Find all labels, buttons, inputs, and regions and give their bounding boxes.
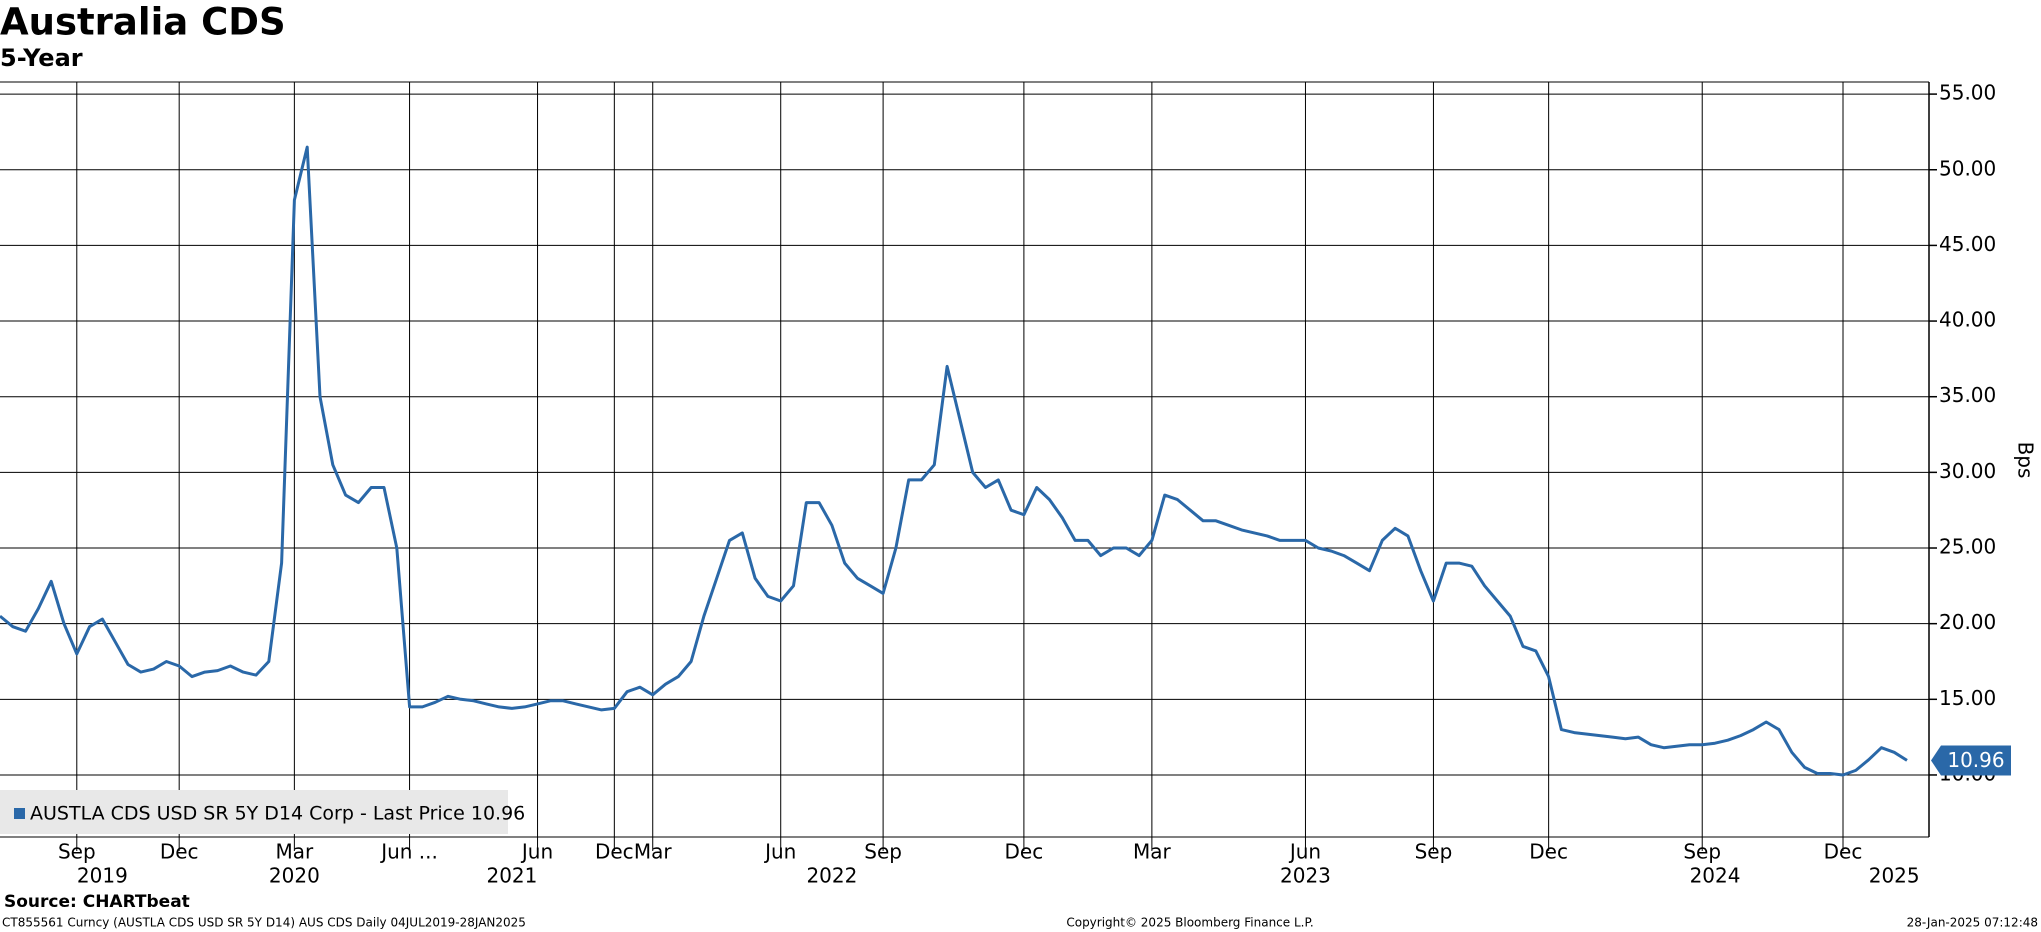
legend-swatch [14,808,25,819]
footer-left: CT855561 Curncy (AUSTLA CDS USD SR 5Y D1… [2,916,526,930]
y-tick-label: 30.00 [1939,459,1996,483]
x-tick-label: Dec [1529,840,1568,864]
x-year-label: 2021 [486,864,537,888]
footer-right: 28-Jan-2025 07:12:48 [1907,916,2038,930]
x-year-label: 2022 [806,864,857,888]
x-tick-label: Jun [520,840,553,864]
x-tick-label: Mar [276,840,315,864]
x-year-label: 2023 [1280,864,1331,888]
y-tick-label: 15.00 [1939,686,1996,710]
x-tick-label: Sep [58,840,96,864]
series-line [0,145,1908,777]
y-tick-label: 45.00 [1939,232,1996,256]
legend-box [0,790,508,834]
legend-label: AUSTLA CDS USD SR 5Y D14 Corp - Last Pri… [30,803,525,825]
y-tick-label: 35.00 [1939,383,1996,407]
chart-subtitle: 5-Year [0,44,83,72]
x-tick-label: Jun [1288,840,1321,864]
x-tick-label: Dec [1005,840,1044,864]
x-tick-label: Jun [763,840,796,864]
x-year-label: 2020 [269,864,320,888]
footer-center: Copyright© 2025 Bloomberg Finance L.P. [1066,916,1313,930]
y-axis-label: Bps [2014,442,2038,479]
y-tick-label: 50.00 [1939,156,1996,180]
x-tick-label: Mar [1133,840,1172,864]
x-tick-label: Mar [634,840,673,864]
x-tick-label: Sep [1415,840,1453,864]
last-price-label: 10.96 [1947,748,2004,772]
x-year-label: 2019 [77,864,128,888]
y-tick-label: 20.00 [1939,610,1996,634]
y-tick-label: 40.00 [1939,308,1996,332]
y-tick-label: 25.00 [1939,535,1996,559]
x-tick-label: Sep [1683,840,1721,864]
x-year-label: 2024 [1690,864,1741,888]
chart-title: Australia CDS [0,1,286,44]
x-tick-label: Jun ... [379,840,438,864]
x-year-label: 2025 [1869,864,1920,888]
x-tick-label: Dec [1824,840,1863,864]
y-tick-label: 55.00 [1939,81,1996,105]
x-tick-label: Dec [160,840,199,864]
x-tick-label: Sep [864,840,902,864]
source: Source: CHARTbeat [4,892,190,912]
x-tick-label: Dec [595,840,634,864]
last-price-tag [1931,745,2011,776]
